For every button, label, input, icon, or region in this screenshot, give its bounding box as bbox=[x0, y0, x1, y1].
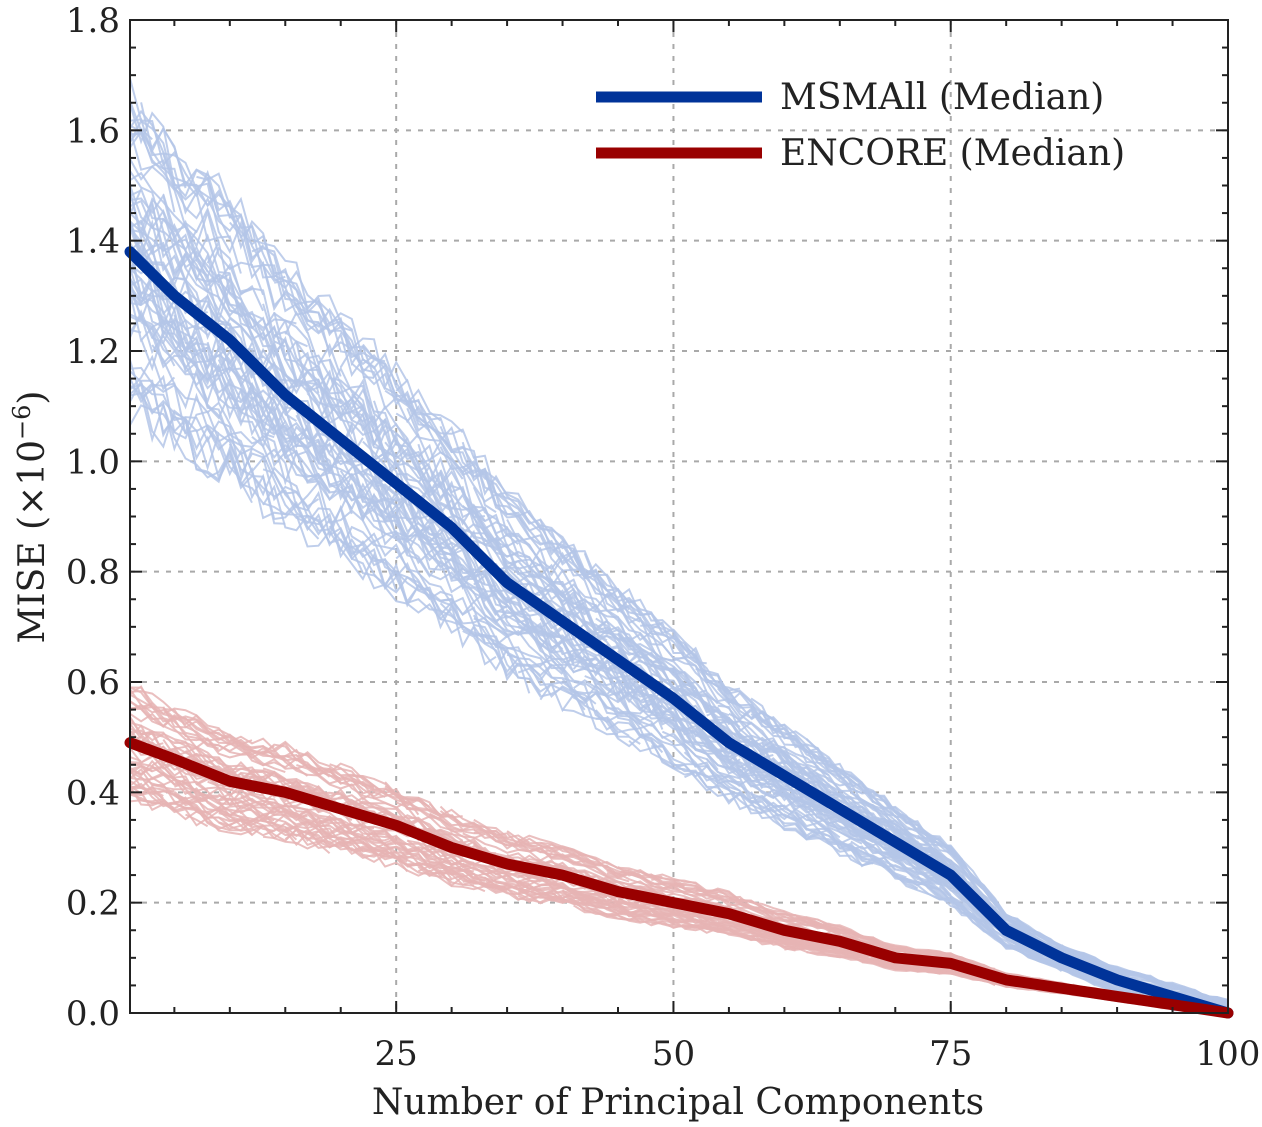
legend-label-encore: ENCORE (Median) bbox=[780, 133, 1125, 174]
encore-subject-line-3 bbox=[129, 734, 1229, 1014]
y-tick-label-8: 1.6 bbox=[66, 111, 120, 151]
msmall-subject-line-48 bbox=[129, 354, 1228, 1014]
msmall-subject-line-59 bbox=[129, 239, 1229, 1012]
msmall-subject-line-68 bbox=[140, 328, 1228, 1014]
msmall-median-line bbox=[124, 246, 1234, 1019]
msmall-subject-line-46 bbox=[129, 227, 1228, 1012]
msmall-subject-line-20 bbox=[129, 132, 1229, 1005]
msmall-subject-line-39 bbox=[140, 102, 1229, 1004]
x-axis-label: Number of Principal Components bbox=[372, 1082, 984, 1123]
msmall-subject-line-32 bbox=[129, 100, 1229, 1002]
y-tick-label-2: 0.4 bbox=[66, 773, 120, 813]
x-tick-label-3: 100 bbox=[1196, 1034, 1261, 1074]
msmall-subject-line-49 bbox=[129, 118, 1229, 1002]
x-tick-label-1: 50 bbox=[652, 1034, 695, 1074]
median-lines bbox=[124, 246, 1234, 1019]
y-tick-label-5: 1.0 bbox=[66, 442, 120, 482]
msmall-individual-subject-lines bbox=[130, 78, 1228, 1013]
msmall-subject-line-38 bbox=[129, 78, 1229, 1002]
ticks: 0.0 0.2 0.4 0.6 0.8 1.0 1.2 1.4 1.6 1.8 25 50 75 100 bbox=[66, 1, 1261, 1074]
x-tick-label-2: 75 bbox=[929, 1034, 972, 1074]
y-tick-label-6: 1.2 bbox=[66, 332, 120, 372]
y-tick-label-1: 0.2 bbox=[66, 884, 120, 924]
msmall-subject-line-27 bbox=[129, 103, 1229, 1003]
x-tick-label-0: 25 bbox=[375, 1034, 418, 1074]
encore-median-line bbox=[124, 737, 1234, 1019]
y-tick-label-0: 0.0 bbox=[66, 994, 120, 1034]
y-tick-label-7: 1.4 bbox=[66, 222, 120, 262]
y-tick-label-3: 0.6 bbox=[66, 663, 120, 703]
msmall-subject-line-52 bbox=[129, 119, 1229, 1004]
legend: MSMAll (Median) ENCORE (Median) bbox=[596, 77, 1125, 174]
y-tick-label-9: 1.8 bbox=[66, 1, 120, 41]
msmall-subject-line-56 bbox=[129, 366, 1228, 1014]
msmall-subject-line-7 bbox=[129, 128, 1229, 1007]
msmall-subject-line-70 bbox=[129, 109, 1229, 1001]
encore-subject-line-52 bbox=[129, 686, 1229, 1011]
msmall-subject-line-29 bbox=[129, 127, 1229, 1005]
msmall-subject-line-62 bbox=[129, 228, 1229, 1012]
y-axis-label: MISE (×10−6) bbox=[8, 391, 53, 644]
msmall-subject-line-57 bbox=[129, 129, 1229, 1005]
encore-subject-line-51 bbox=[129, 785, 1228, 1014]
y-tick-label-4: 0.8 bbox=[66, 553, 120, 593]
legend-label-msmall: MSMAll (Median) bbox=[780, 77, 1104, 118]
msmall-subject-line-31 bbox=[129, 124, 1229, 1001]
msmall-subject-line-65 bbox=[129, 392, 1228, 1014]
